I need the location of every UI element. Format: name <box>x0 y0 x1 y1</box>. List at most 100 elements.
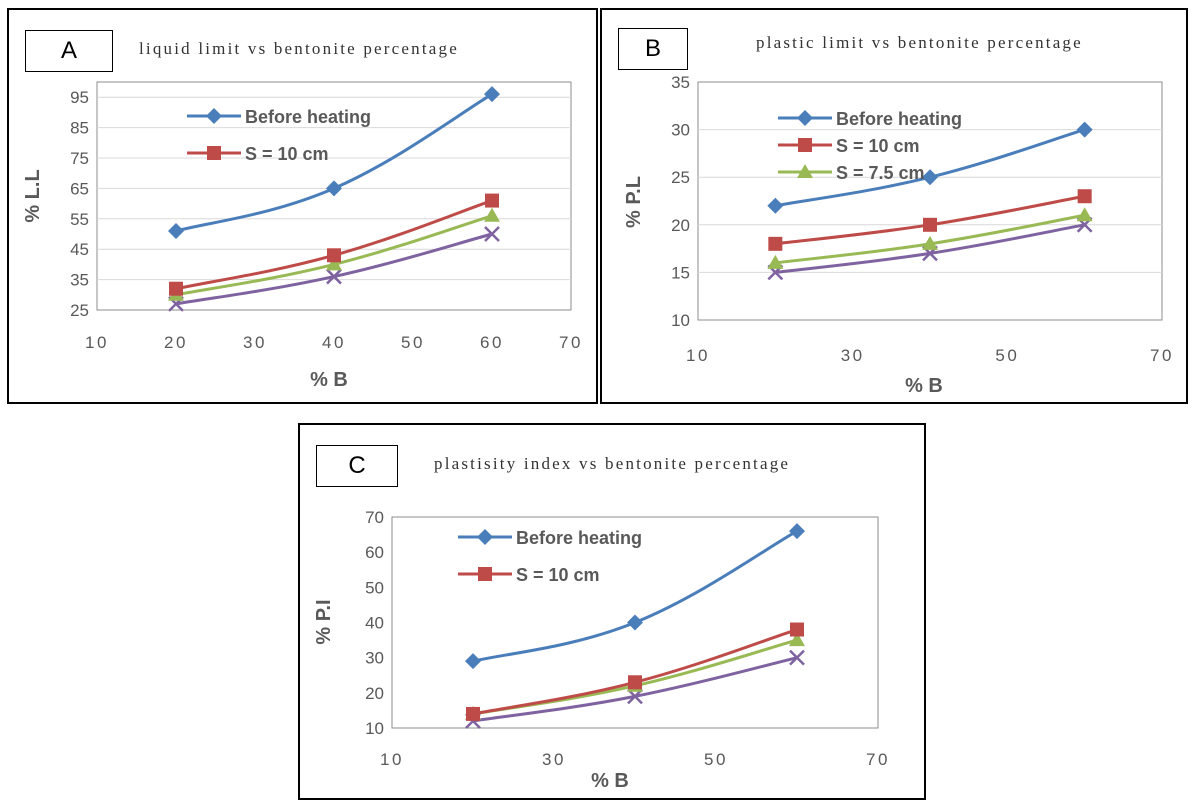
x-tick-label: 50 <box>704 750 728 769</box>
y-axis-label: % P.L <box>623 176 645 228</box>
legend-label: Before heating <box>516 528 642 548</box>
data-point <box>169 281 183 296</box>
y-tick-label: 30 <box>671 121 690 140</box>
data-point <box>922 169 938 186</box>
legend-label: Before heating <box>836 109 962 129</box>
data-point <box>923 217 937 232</box>
data-point <box>767 197 784 214</box>
x-axis-label: % B <box>905 375 943 397</box>
legend-label: S = 10 cm <box>836 136 920 156</box>
x-tick-label: 40 <box>322 333 346 352</box>
data-point <box>485 193 499 208</box>
data-point <box>326 256 342 271</box>
series-0 <box>465 523 805 670</box>
panel-label-a: A <box>25 30 113 72</box>
chart-canvas-c: 10 20 30 40 50 60 70 10 30 50 70 % B % P.I Before hea… <box>313 508 887 792</box>
data-point <box>484 207 500 222</box>
chart-panel-b: B plastic limit vs bentonite percentage … <box>600 8 1188 404</box>
series-1 <box>466 622 804 721</box>
y-tick-label: 95 <box>70 88 89 107</box>
data-point <box>484 226 500 242</box>
y-tick-label: 25 <box>671 168 690 187</box>
chart-canvas-b: 10 15 20 25 30 35 10 30 50 70 % B % P.L Before heati… <box>623 73 1174 397</box>
data-point <box>628 675 642 690</box>
x-tick-label: 50 <box>995 346 1019 365</box>
legend-marker <box>477 529 493 545</box>
chart-title-a: liquid limit vs bentonite percentage <box>139 39 459 58</box>
data-point <box>1076 207 1093 222</box>
x-tick-label: 70 <box>1150 346 1174 365</box>
y-axis-label: % L.L <box>22 169 44 222</box>
x-tick-label: 60 <box>480 333 504 352</box>
panel-label-c: C <box>316 445 398 487</box>
data-point <box>767 254 784 269</box>
legend-label: Before heating <box>245 107 371 127</box>
data-point <box>327 248 341 263</box>
y-tick-label: 35 <box>70 271 89 290</box>
series-0 <box>767 121 1093 214</box>
legend-entry: S = 10 cm <box>458 565 600 585</box>
chart-panel-a: A liquid limit vs bentonite percentage 2… <box>7 8 598 404</box>
data-point <box>168 222 184 239</box>
y-tick-label: 15 <box>671 263 690 282</box>
data-point <box>1076 121 1093 138</box>
y-tick-label: 70 <box>365 508 384 527</box>
data-point <box>466 706 480 721</box>
data-point <box>326 268 342 285</box>
legend-label: S = 7.5 cm <box>836 163 925 183</box>
y-tick-label: 85 <box>70 119 89 138</box>
data-point <box>789 523 805 540</box>
data-point <box>768 236 783 251</box>
legend-marker <box>478 567 492 581</box>
legend-entry: Before heating <box>458 528 642 548</box>
data-point <box>465 653 481 670</box>
data-point <box>790 622 804 637</box>
data-point <box>922 235 938 250</box>
x-axis-label: % B <box>310 369 348 391</box>
y-tick-label: 45 <box>70 240 89 259</box>
x-tick-label: 10 <box>686 346 710 365</box>
y-tick-label: 20 <box>365 684 384 703</box>
legend-label: S = 10 cm <box>245 144 329 164</box>
series-1 <box>169 193 499 296</box>
chart-panel-c: C plastisity index vs bentonite percenta… <box>298 423 926 800</box>
y-tick-label: 10 <box>365 719 384 738</box>
x-tick-label: 20 <box>164 333 188 352</box>
legend-marker <box>207 146 221 160</box>
chart-title-c: plastisity index vs bentonite percentage <box>434 454 791 473</box>
series-1 <box>768 189 1092 251</box>
legend-entry: S = 10 cm <box>187 144 329 164</box>
y-tick-label: 50 <box>365 578 384 597</box>
chart-canvas-a: 25 35 45 55 65 75 85 95 10 20 30 40 50 60 70 % B % L.L Be… <box>22 81 583 391</box>
panel-label-b: B <box>618 28 688 70</box>
legend-entry: Before heating <box>778 109 962 129</box>
legend-marker <box>798 138 812 152</box>
x-tick-label: 10 <box>380 750 404 769</box>
legend-marker <box>797 164 813 178</box>
data-point <box>789 649 805 666</box>
legend-label: S = 10 cm <box>516 565 600 585</box>
y-tick-label: 65 <box>70 179 89 198</box>
data-point <box>1077 189 1092 204</box>
series-2 <box>767 207 1093 269</box>
x-tick-label: 50 <box>401 333 425 352</box>
y-tick-label: 35 <box>671 73 690 92</box>
series-3 <box>767 216 1093 281</box>
x-tick-label: 30 <box>841 346 865 365</box>
y-tick-label: 40 <box>365 614 384 633</box>
y-tick-label: 60 <box>365 543 384 562</box>
y-tick-label: 10 <box>671 311 690 330</box>
legend-marker <box>206 108 222 124</box>
data-point <box>789 632 805 647</box>
x-tick-label: 70 <box>559 333 583 352</box>
y-axis-label: % P.I <box>313 599 335 644</box>
y-tick-label: 30 <box>365 649 384 668</box>
data-point <box>326 180 342 197</box>
legend-marker <box>797 110 813 126</box>
data-point <box>627 614 643 631</box>
legend-entry: Before heating <box>187 107 371 127</box>
y-tick-label: 25 <box>70 301 89 320</box>
data-point <box>484 86 500 103</box>
legend-entry: S = 7.5 cm <box>778 163 925 183</box>
y-tick-label: 75 <box>70 149 89 168</box>
